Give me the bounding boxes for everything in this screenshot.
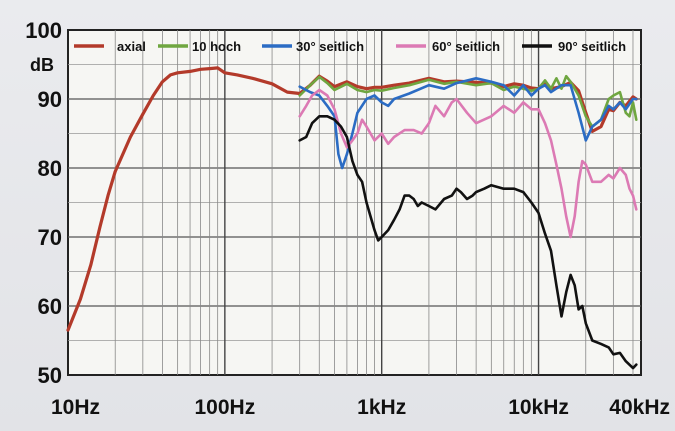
y-tick-label: 90: [38, 87, 62, 112]
y-tick-label: 80: [38, 156, 62, 181]
x-tick-label: 10Hz: [51, 396, 100, 419]
series-line-0: [66, 66, 638, 332]
y-tick-labels: 50 60 70 80 90 100: [25, 18, 62, 388]
y-tick-label: 50: [38, 363, 62, 388]
legend-label-4: 90° seitlich: [558, 39, 626, 54]
series-line-2: [298, 77, 638, 170]
x-tick-labels: 10Hz 100Hz 1kHz 10kHz 40kHz: [51, 396, 670, 419]
x-tick-label: 1kHz: [357, 396, 406, 419]
legend-label-0: axial: [117, 39, 146, 54]
x-tick-label: 10kHz: [508, 396, 569, 419]
legend-label-1: 10 hoch: [192, 39, 241, 54]
legend-label-3: 60° seitlich: [432, 39, 500, 54]
series-line-3: [298, 88, 638, 239]
x-tick-label: 100Hz: [194, 396, 255, 419]
x-tick-label: 40kHz: [609, 396, 670, 419]
y-tick-label: 100: [25, 18, 62, 43]
series-line-4: [298, 115, 638, 370]
y-axis-unit: dB: [30, 55, 54, 75]
y-tick-label: 60: [38, 294, 62, 319]
legend-label-2: 30° seitlich: [296, 39, 364, 54]
series-line-1: [298, 74, 638, 128]
y-tick-label: 70: [38, 225, 62, 250]
legend: axial 10 hoch 30° seitlich 60° seitlich 90° …: [74, 39, 626, 54]
series-layer: [66, 66, 638, 370]
